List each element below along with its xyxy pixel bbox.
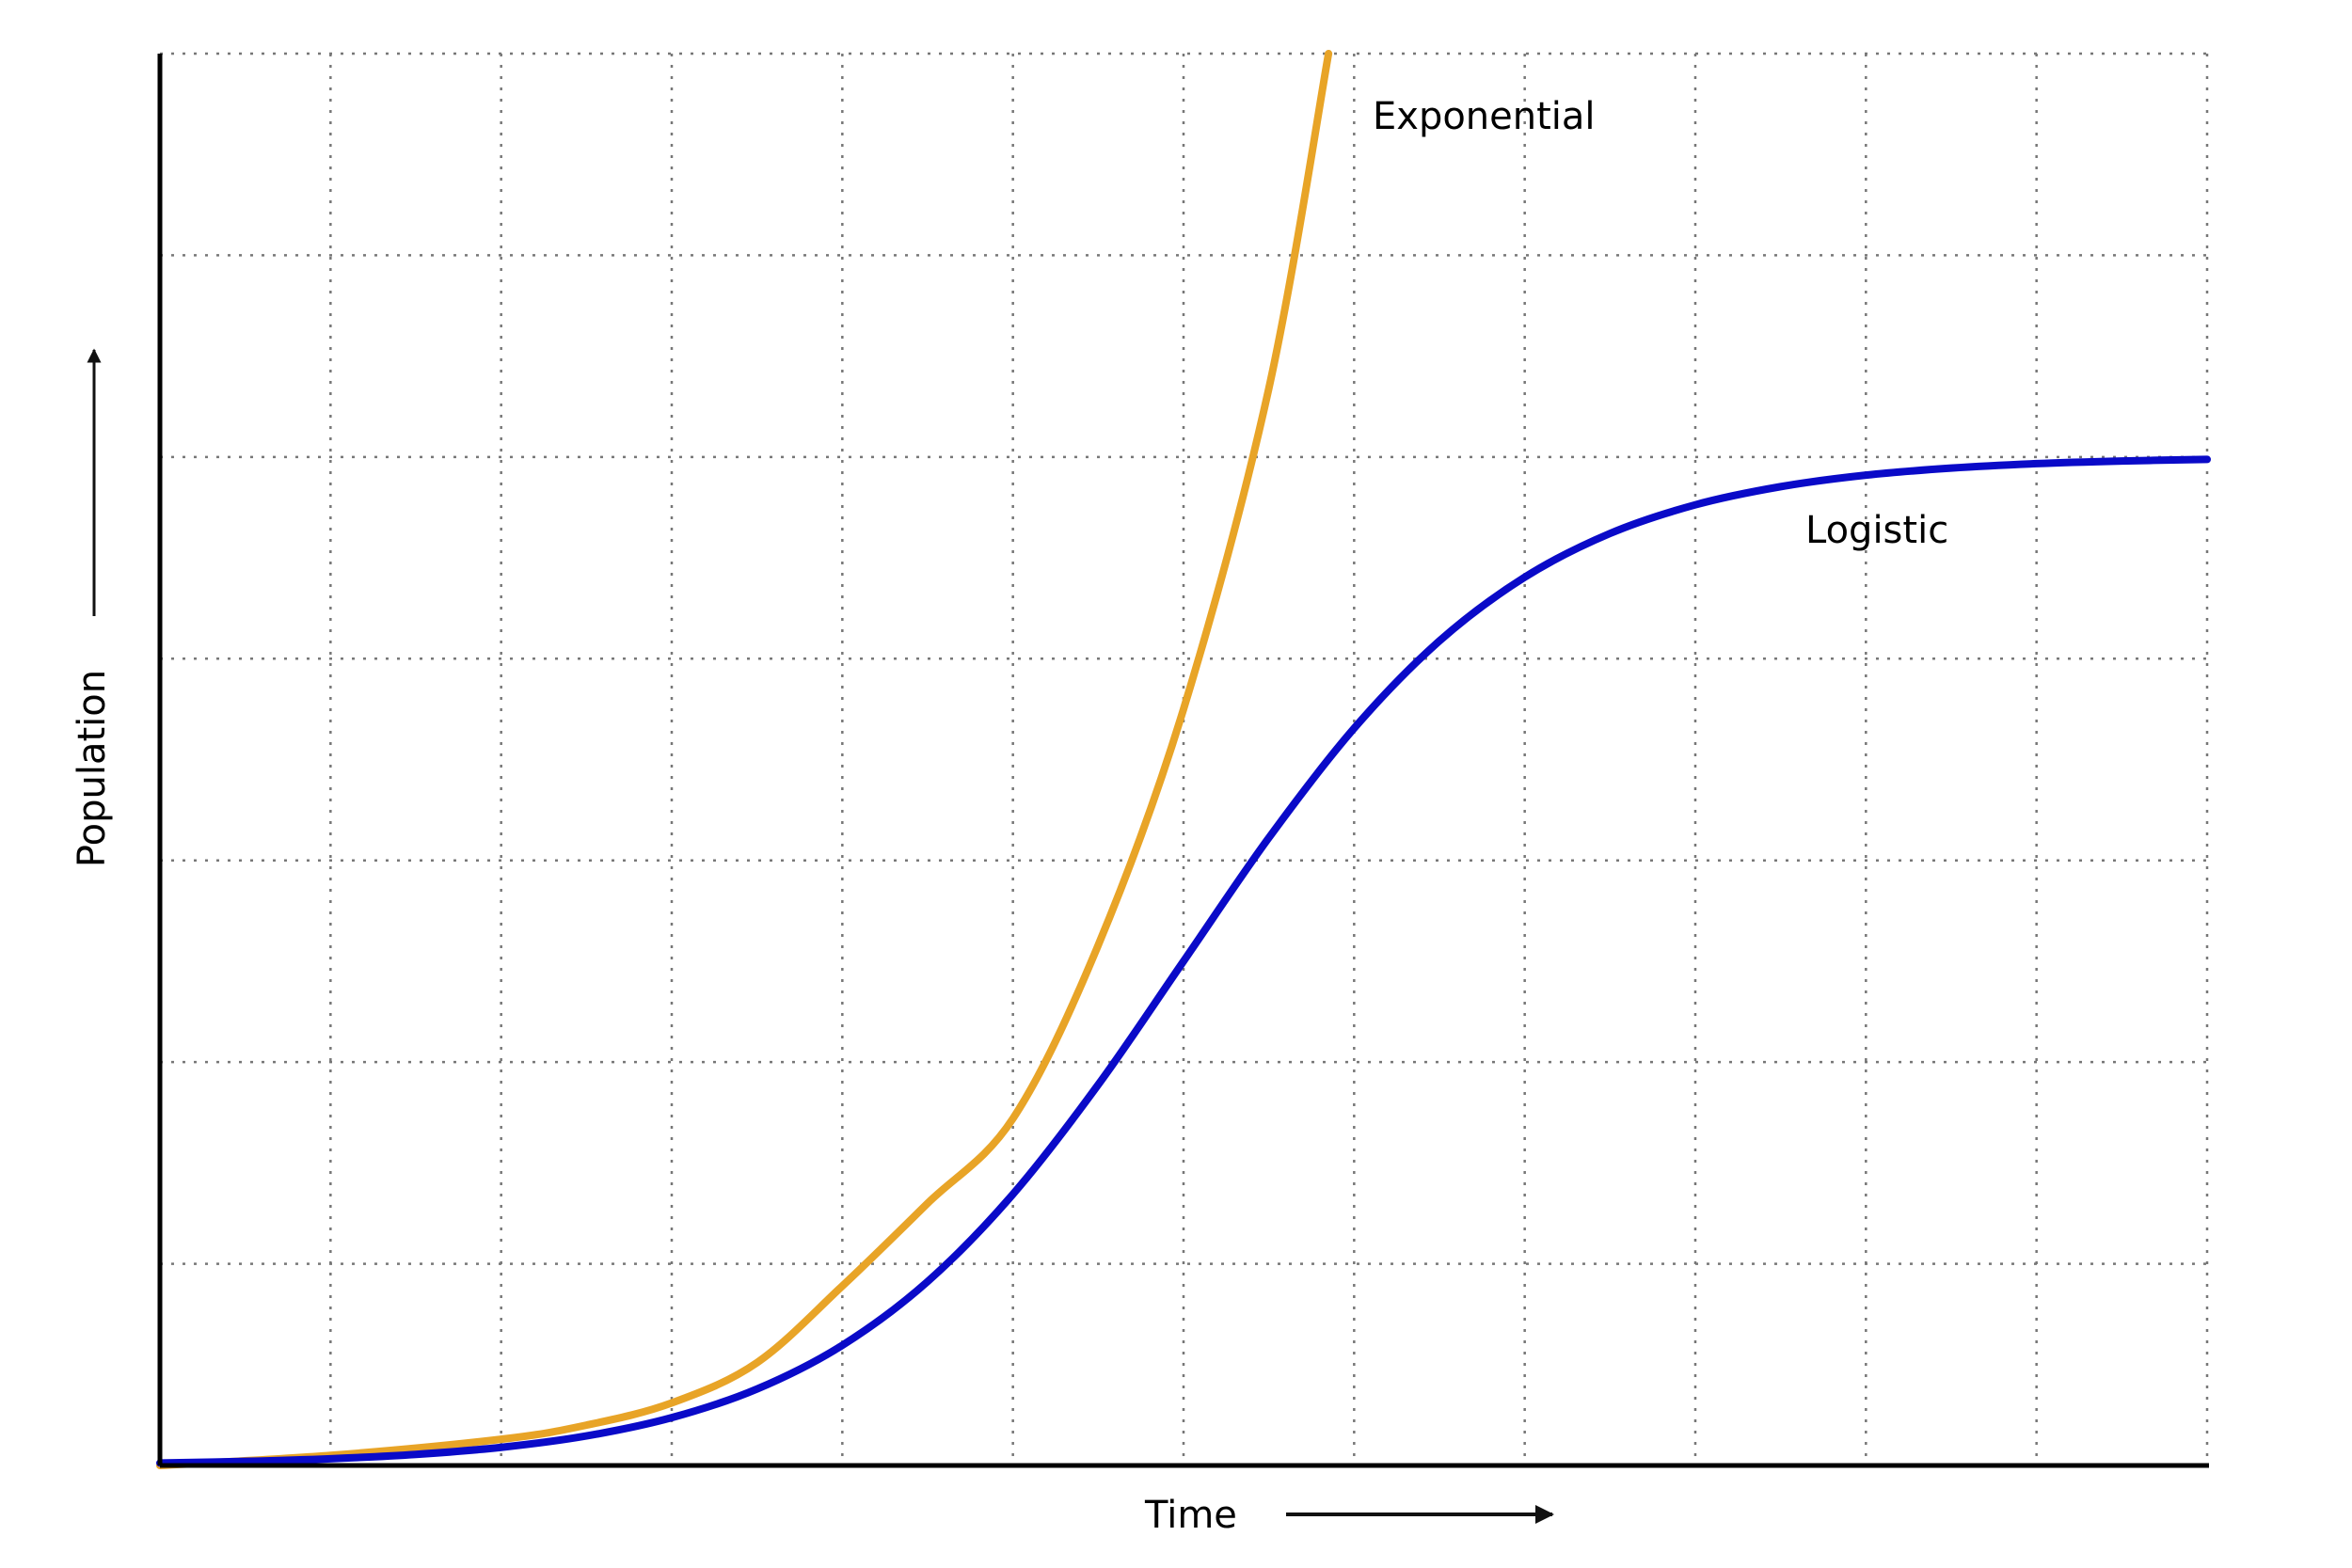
- grid: [158, 52, 2209, 1467]
- lines: [156, 50, 2211, 1469]
- series-label: Logistic: [1805, 509, 1948, 552]
- y-axis-label: Population: [71, 670, 114, 867]
- series-label: Exponential: [1373, 95, 1596, 138]
- line: [156, 50, 1333, 1469]
- line: [156, 455, 2211, 1467]
- x-axis-label: Time: [1144, 1494, 1237, 1537]
